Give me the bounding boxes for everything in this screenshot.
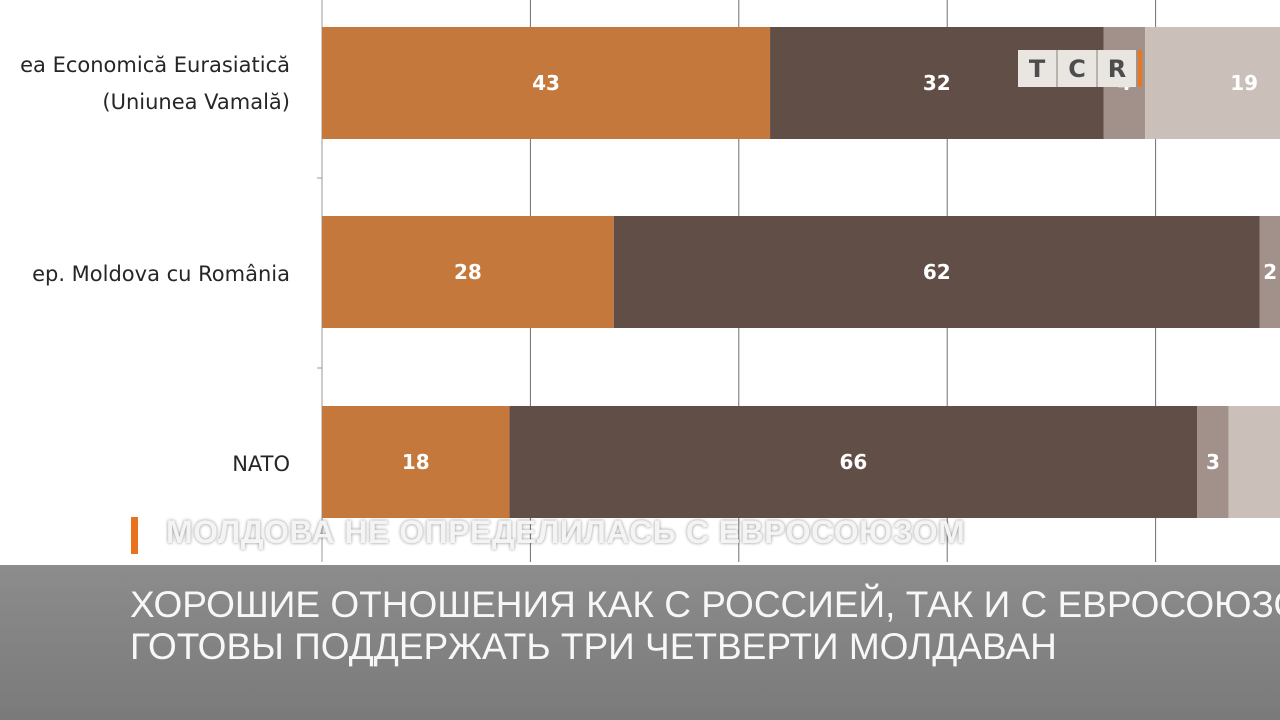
bar-0-3	[1145, 27, 1280, 139]
data-label-1-2: 2	[1263, 260, 1277, 284]
data-label-0-3: 19	[1230, 71, 1258, 95]
bar-2-1	[509, 406, 1198, 518]
subtitle-line-1: ХОРОШИЕ ОТНОШЕНИЯ КАК С РОССИЕЙ, ТАК И С…	[130, 584, 1280, 625]
category-label-0-0: ea Economică Eurasiatică	[20, 53, 290, 77]
data-label-0-0: 43	[532, 71, 560, 95]
headline-accent-bar	[131, 517, 138, 554]
data-label-1-0: 28	[454, 260, 482, 284]
bar-2-2	[1197, 406, 1229, 518]
headline: МОЛДОВА НЕ ОПРЕДЕЛИЛАСЬ С ЕВРОСОЮЗОМ	[166, 514, 966, 550]
bar-2-0	[322, 406, 510, 518]
bar-1-0	[322, 216, 614, 328]
logo-letter-c: C	[1058, 50, 1098, 87]
logo-letter-t: T	[1018, 50, 1058, 87]
logo-accent-bar	[1138, 50, 1142, 87]
category-label-0-1: (Uniunea Vamală)	[102, 90, 290, 114]
data-label-2-0: 18	[402, 450, 430, 474]
data-label-2-2: 3	[1206, 450, 1220, 474]
caption-band	[0, 565, 1280, 720]
data-label-2-1: 66	[839, 450, 867, 474]
bar-1-1	[613, 216, 1260, 328]
subtitle-line-2: ГОТОВЫ ПОДДЕРЖАТЬ ТРИ ЧЕТВЕРТИ МОЛДАВАН	[130, 626, 1057, 667]
bar-0-0	[322, 27, 771, 139]
category-label-1-0: ep. Moldova cu România	[32, 262, 290, 286]
subtitle: ХОРОШИЕ ОТНОШЕНИЯ КАК С РОССИЕЙ, ТАК И С…	[130, 584, 1280, 668]
bar-2-3	[1228, 406, 1280, 518]
bar-1-2	[1259, 216, 1280, 328]
channel-logo: T C R	[1018, 50, 1142, 87]
logo-letter-r: R	[1098, 50, 1136, 87]
data-label-0-1: 32	[923, 71, 951, 95]
category-label-2-0: NATO	[232, 452, 290, 476]
data-label-1-1: 62	[923, 260, 951, 284]
